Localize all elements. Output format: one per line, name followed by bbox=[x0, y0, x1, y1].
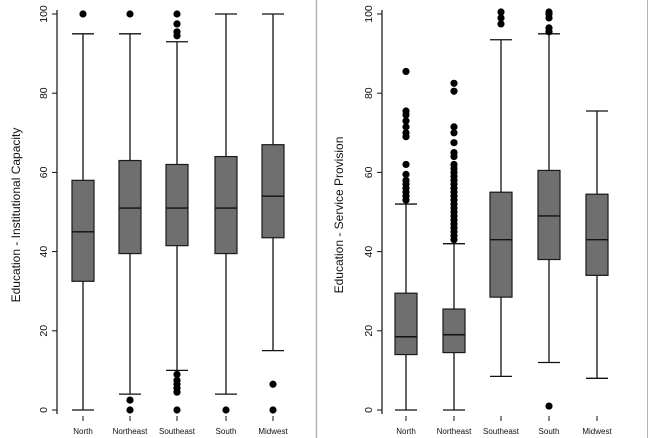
outlier-point-north bbox=[402, 129, 410, 137]
outlier-point-northeast bbox=[450, 129, 458, 137]
outlier-point-southeast bbox=[173, 406, 181, 414]
outlier-point-north bbox=[402, 107, 410, 115]
outlier-point-south bbox=[545, 24, 553, 32]
y-tick-label: 80 bbox=[363, 87, 375, 99]
y-tick-label: 40 bbox=[38, 246, 50, 258]
x-tick-label-southeast: Southeast bbox=[159, 427, 196, 436]
outlier-point-northeast bbox=[450, 87, 458, 95]
y-tick-label: 80 bbox=[38, 87, 50, 99]
box-southeast bbox=[165, 163, 189, 247]
outlier-point-north bbox=[402, 176, 410, 184]
outlier-point-north bbox=[402, 123, 410, 131]
outlier-point-northeast bbox=[126, 406, 134, 414]
outlier-point-northeast bbox=[450, 160, 458, 169]
outlier-point-north bbox=[402, 117, 410, 125]
y-axis-label: Education - Institutional Capacity bbox=[9, 128, 23, 303]
outlier-point-northeast bbox=[450, 123, 458, 131]
box-south bbox=[214, 155, 238, 255]
x-tick-label-midwest: Midwest bbox=[258, 427, 288, 436]
y-tick-label: 0 bbox=[363, 407, 375, 413]
outlier-point-south bbox=[222, 406, 230, 414]
x-tick-label-south: South bbox=[216, 427, 237, 436]
outlier-point-northeast bbox=[450, 139, 458, 147]
outlier-point-southeast bbox=[497, 14, 505, 22]
y-tick-label: 100 bbox=[363, 5, 375, 23]
outlier-point-northeast bbox=[450, 149, 458, 157]
box-southeast bbox=[489, 191, 513, 298]
outlier-point-midwest bbox=[269, 380, 277, 388]
outlier-point-southeast bbox=[173, 370, 181, 378]
outlier-point-southeast bbox=[497, 20, 505, 28]
box-northeast bbox=[118, 159, 142, 255]
outlier-point-southeast bbox=[173, 10, 181, 18]
x-tick-label-south: South bbox=[539, 427, 560, 436]
outlier-point-northeast bbox=[450, 79, 458, 87]
y-tick-label: 40 bbox=[363, 246, 375, 258]
box-south bbox=[537, 169, 561, 261]
x-tick-label-northeast: Northeast bbox=[437, 427, 472, 436]
y-tick-label: 0 bbox=[38, 407, 50, 413]
box-north bbox=[71, 179, 95, 282]
y-tick-label: 60 bbox=[363, 166, 375, 178]
box-north bbox=[394, 292, 418, 356]
outlier-point-southeast bbox=[497, 8, 505, 16]
outlier-point-midwest bbox=[269, 406, 277, 414]
outlier-point-north bbox=[402, 170, 410, 178]
outlier-point-southeast bbox=[173, 376, 181, 384]
x-tick-label-north: North bbox=[73, 427, 93, 436]
outlier-point-northeast bbox=[126, 10, 134, 18]
y-tick-label: 100 bbox=[38, 5, 50, 23]
panel-service-provision: 0 20 40 60 80 100 Education - Service Provisio… bbox=[332, 5, 612, 436]
outlier-point-northeast bbox=[126, 396, 134, 404]
outlier-point-south bbox=[545, 402, 553, 410]
x-tick-label-north: North bbox=[396, 427, 416, 436]
y-tick-label: 20 bbox=[363, 325, 375, 337]
y-axis-label: Education - Service Provision bbox=[332, 137, 346, 294]
box-midwest bbox=[585, 193, 609, 276]
outlier-point-south bbox=[545, 8, 553, 16]
x-tick-label-midwest: Midwest bbox=[582, 427, 612, 436]
x-tick-label-northeast: Northeast bbox=[113, 427, 148, 436]
outlier-point-north bbox=[402, 67, 410, 76]
outlier-point-north bbox=[79, 10, 87, 18]
panel-institutional-capacity: 0 20 40 60 80 100 Education - Institutional Ca… bbox=[9, 5, 288, 436]
y-tick-label: 20 bbox=[38, 325, 50, 337]
y-tick-label: 60 bbox=[38, 166, 50, 178]
outlier-point-southeast bbox=[173, 28, 181, 36]
box-northeast bbox=[442, 308, 466, 354]
outlier-point-southeast bbox=[173, 20, 181, 28]
outlier-point-north bbox=[402, 160, 410, 169]
x-tick-label-southeast: Southeast bbox=[483, 427, 520, 436]
box-midwest bbox=[261, 144, 285, 239]
